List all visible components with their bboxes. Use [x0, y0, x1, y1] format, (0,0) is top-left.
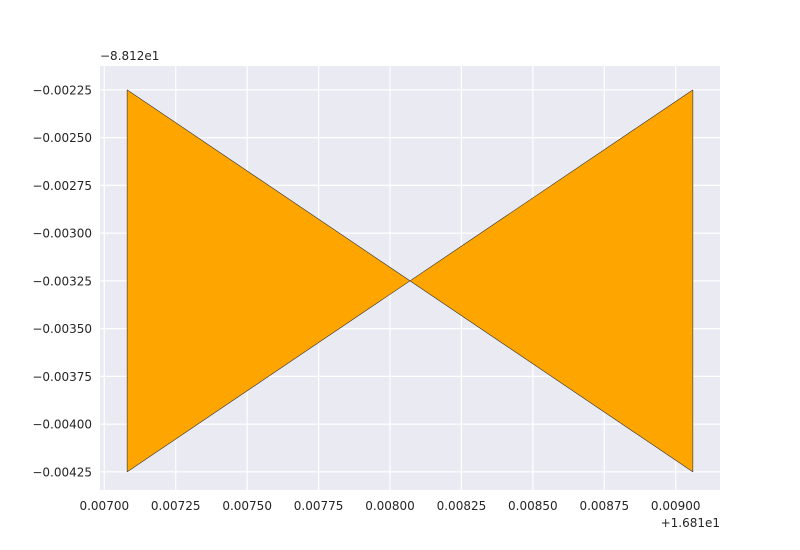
x-tick-label: 0.00725 — [151, 499, 201, 513]
y-tick-label: −0.00275 — [32, 179, 92, 193]
y-tick-label: −0.00400 — [32, 418, 92, 432]
data-marks — [126, 89, 694, 473]
x-tick-label: 0.00825 — [437, 499, 487, 513]
x-axis-ticks: 0.00700 0.00725 0.00750 0.00775 0.00800 0.008… — [79, 499, 700, 513]
x-tick-label: 0.00800 — [365, 499, 415, 513]
x-tick-label: 0.00700 — [79, 499, 129, 513]
y-tick-label: −0.00375 — [32, 370, 92, 384]
y-tick-label: −0.00225 — [32, 83, 92, 97]
filled-polygon — [126, 89, 694, 473]
y-tick-label: −0.00300 — [32, 227, 92, 241]
y-tick-label: −0.00250 — [32, 131, 92, 145]
x-tick-label: 0.00850 — [508, 499, 558, 513]
y-offset-label: −8.812e1 — [100, 49, 159, 63]
x-tick-label: 0.00775 — [294, 499, 344, 513]
x-tick-label: 0.00875 — [579, 499, 629, 513]
y-tick-label: −0.00325 — [32, 274, 92, 288]
y-tick-label: −0.00425 — [32, 465, 92, 479]
y-axis-ticks: −0.00225 −0.00250 −0.00275 −0.00300 −0.00325… — [32, 83, 92, 479]
x-tick-label: 0.00750 — [222, 499, 272, 513]
y-tick-label: −0.00350 — [32, 322, 92, 336]
x-tick-label: 0.00900 — [651, 499, 701, 513]
x-offset-label: +1.681e1 — [661, 516, 720, 530]
